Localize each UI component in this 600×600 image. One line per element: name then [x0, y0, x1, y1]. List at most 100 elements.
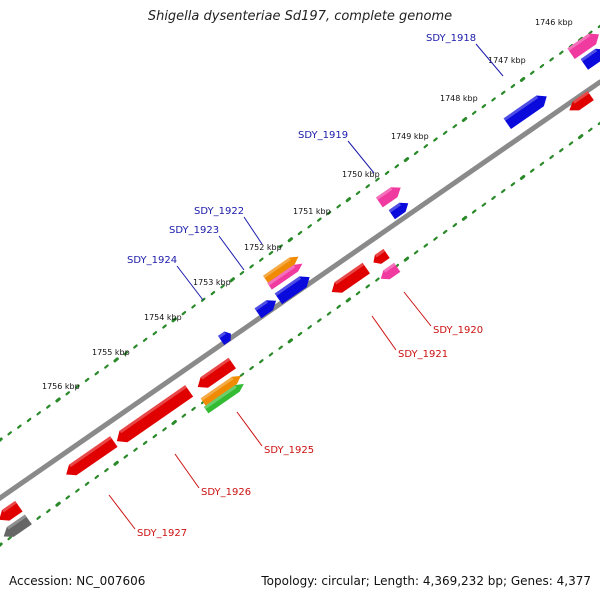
tick-dot	[365, 284, 371, 289]
tick-dot	[46, 404, 51, 409]
gene-arrow	[569, 91, 594, 111]
tick-dot	[297, 331, 303, 337]
tick-dot	[500, 188, 506, 194]
tick-dot	[249, 365, 254, 371]
tick-dot	[317, 318, 322, 323]
tick-dot	[423, 144, 429, 149]
tick-dot	[326, 210, 332, 216]
tick-dot	[7, 431, 12, 436]
tick-dot	[133, 447, 138, 452]
tick-dot	[577, 134, 584, 140]
tick-dot	[423, 243, 429, 248]
gene-leader-line	[347, 140, 375, 174]
tick-dot	[113, 357, 119, 363]
tick-dot	[355, 190, 361, 196]
tick-dot	[191, 406, 196, 411]
gene-label: SDY_1926	[201, 487, 251, 498]
tick-label: 1754 kbp	[144, 313, 182, 322]
tick-label: 1747 kbp	[488, 56, 526, 65]
gene-arrow	[567, 33, 599, 60]
gene-leader-line	[243, 216, 263, 245]
tick-dot	[94, 371, 100, 376]
tick-dot	[375, 177, 380, 182]
gene-leader-line	[218, 235, 245, 271]
tick-dot	[287, 237, 294, 243]
gene-arrow	[203, 383, 244, 414]
tick-dot	[46, 508, 51, 514]
tick-dot	[568, 141, 574, 146]
gene-label: SDY_1923	[169, 225, 219, 236]
tick-dot	[152, 433, 158, 439]
gene-leader-line	[475, 43, 504, 77]
gene-arrow	[116, 385, 194, 443]
tick-dot	[365, 184, 371, 189]
tick-dot	[433, 137, 438, 142]
tick-dot	[162, 324, 167, 329]
tick-dot	[336, 304, 342, 309]
tick-dot	[104, 364, 109, 369]
tick-dot	[529, 168, 535, 173]
tick-dot	[0, 542, 3, 547]
tick-dot	[452, 222, 458, 228]
tick-dot	[36, 515, 42, 520]
tick-dot	[36, 411, 42, 416]
tick-dot	[452, 124, 458, 129]
gene-leader-line	[403, 291, 432, 327]
tick-dot	[500, 90, 506, 95]
tick-dot	[384, 170, 390, 176]
tick-dot	[529, 70, 535, 75]
tick-dot	[471, 110, 477, 115]
tick-dot	[297, 230, 303, 236]
tick-dot	[481, 104, 487, 109]
tick-dot	[307, 325, 312, 330]
tick-dot	[588, 30, 593, 35]
tick-dot	[84, 481, 90, 486]
tick-dot	[17, 424, 22, 429]
gene-arrow	[580, 48, 600, 70]
gene-arrow	[3, 514, 32, 537]
tick-dot	[558, 50, 564, 55]
tick-dot	[123, 351, 129, 356]
tick-dot	[171, 419, 177, 425]
gene-arrow	[331, 262, 370, 293]
gene-leader-line	[371, 315, 397, 351]
tick-dot	[287, 338, 294, 344]
gene-leader-line	[108, 494, 136, 530]
tick-dot	[142, 440, 148, 446]
genome-title: Shigella dysenteriae Sd197, complete gen…	[147, 9, 453, 24]
tick-label: 1746 kbp	[535, 18, 573, 27]
tick-dot	[413, 150, 419, 155]
tick-label: 1751 kbp	[293, 207, 331, 216]
tick-dot	[461, 116, 468, 122]
tick-dot	[510, 182, 516, 187]
tick-dot	[249, 264, 254, 269]
gene-label: SDY_1919	[298, 130, 348, 141]
tick-dot	[491, 195, 496, 200]
tick-dot	[519, 174, 526, 180]
tick-dot	[94, 474, 100, 480]
tick-dot	[317, 217, 322, 222]
tick-label: 1755 kbp	[92, 348, 130, 357]
tick-dot	[113, 460, 119, 466]
tick-dot	[142, 337, 148, 342]
tick-dot	[239, 372, 245, 377]
topology-text: Topology: circular; Length: 4,369,232 bp…	[261, 574, 591, 588]
tick-dot	[84, 377, 90, 383]
gene-arrow	[200, 375, 241, 406]
tick-dot	[558, 148, 564, 153]
gene-label: SDY_1920	[433, 325, 483, 336]
tick-dot	[239, 270, 245, 276]
tick-dot	[220, 284, 225, 289]
tick-dot	[75, 488, 80, 493]
gene-leader-line	[174, 453, 200, 489]
tick-dot	[326, 311, 332, 316]
accession-text: Accession: NC_007606	[9, 574, 146, 588]
tick-dot	[278, 345, 283, 350]
tick-dot	[549, 154, 554, 160]
tick-dot	[152, 331, 158, 336]
kbp-tick-labels: 1746 kbp 1747 kbp 1748 kbp 1749 kbp 1750 kbp…	[42, 18, 573, 391]
gene-arrow	[267, 263, 303, 290]
tick-dot	[549, 57, 554, 62]
tick-dot	[104, 468, 109, 473]
tick-dot	[355, 291, 361, 296]
